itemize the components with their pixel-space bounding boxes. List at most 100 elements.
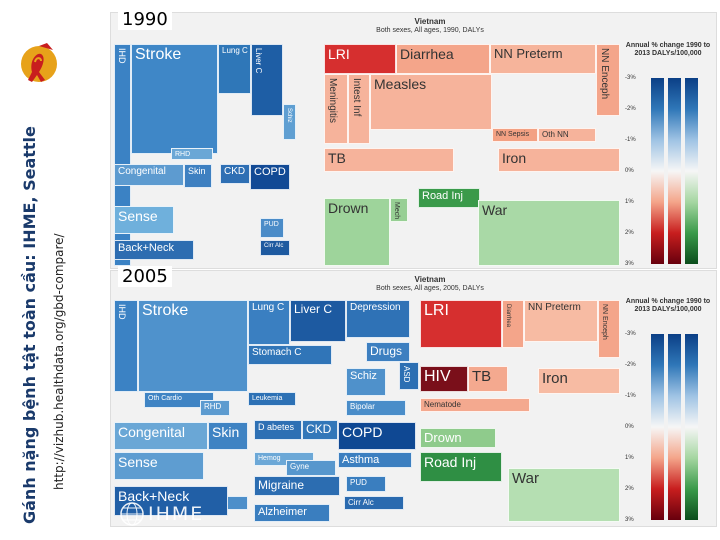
treemap-cell-label: NN Enceph [599, 48, 610, 100]
treemap-cell-label: LRI [328, 46, 350, 62]
treemap-cell-drugs[interactable]: Drugs [366, 342, 410, 362]
treemap-cell-label: Stroke [135, 46, 182, 63]
treemap-cell-war[interactable]: War [508, 468, 620, 522]
treemap-cell-gyne[interactable]: Gyne [286, 460, 336, 476]
treemap-cell-label: Gyne [290, 462, 310, 471]
treemap-cell-pud[interactable]: PUD [260, 218, 284, 238]
treemap-cell-pud[interactable]: PUD [346, 476, 386, 492]
treemap-cell-label: Mech [393, 202, 400, 220]
treemap-cell-iron[interactable]: Iron [538, 368, 620, 394]
treemap-cell-diarrhea[interactable]: Diarrhea [502, 300, 524, 348]
treemap-cell-liver-c[interactable]: Liver C [251, 44, 283, 116]
treemap-cell-lri[interactable]: LRI [420, 300, 502, 348]
treemap-cell-label: Nematode [424, 400, 461, 409]
treemap-cell-back-neck[interactable]: Back+Neck [114, 240, 194, 260]
treemap-cell-label: Sense [118, 454, 158, 470]
treemap-cell-label: Schiz [286, 108, 292, 123]
treemap-cell-skin[interactable]: Skin [184, 164, 212, 188]
treemap-cell-ckd[interactable]: CKD [220, 164, 250, 184]
legend-tick: 3% [625, 517, 634, 523]
treemap-cell-ihd[interactable]: IHD [114, 300, 138, 392]
treemap-cell-oth-nn[interactable]: Oth NN [538, 128, 596, 142]
treemap-cell-label: Iron [502, 150, 527, 166]
treemap-cell-leukemia[interactable]: Leukemia [248, 392, 296, 406]
treemap-cell-measles[interactable]: Measles [370, 74, 492, 130]
legend-color-bar [651, 78, 664, 264]
treemap-cell-label: Congenital [118, 424, 185, 440]
treemap-cell-iron[interactable]: Iron [498, 148, 620, 172]
treemap-cell-label: TB [472, 368, 492, 385]
treemap-cell-nn-preterm[interactable]: NN Preterm [524, 300, 598, 342]
treemap-cell-lung-c[interactable]: Lung C [218, 44, 251, 94]
treemap-cell-oth-cardio[interactable]: Oth Cardio [144, 392, 214, 408]
treemap-cell-label: Congenital [118, 166, 166, 177]
source-url[interactable]: http://vizhub.healthdata.org/gbd-compare… [52, 233, 66, 490]
chart-subtitle-1990: Both sexes, All ages, 1990, DALYs [376, 27, 484, 35]
chart-header-2005: Vietnam Both sexes, All ages, 2005, DALY… [330, 275, 530, 294]
treemap-cell-nematode[interactable]: Nematode [420, 398, 530, 412]
treemap-cell-hiv[interactable]: HIV [420, 366, 468, 392]
legend-title: Annual % change 1990 to 2013 DALYs/100,0… [625, 42, 711, 58]
treemap-cell-label: Depression [350, 302, 401, 313]
treemap-cell-sense[interactable]: Sense [114, 206, 174, 234]
treemap-cell-migraine[interactable]: Migraine [254, 476, 340, 496]
treemap-cell-lri[interactable]: LRI [324, 44, 396, 74]
treemap-cell-mech[interactable]: Mech [390, 198, 408, 222]
treemap-cell-label: Alzheimer [258, 506, 307, 518]
treemap-cell-stroke[interactable]: Stroke [131, 44, 218, 154]
treemap-cell-stroke[interactable]: Stroke [138, 300, 248, 392]
treemap-cell-nn-sepsis[interactable]: NN Sepsis [492, 128, 538, 142]
treemap-cell-rhd[interactable]: RHD [200, 400, 230, 416]
treemap-cell-road-inj[interactable]: Road Inj [418, 188, 480, 208]
treemap-cell-copd[interactable]: COPD [250, 164, 290, 190]
treemap-cell-schiz[interactable]: Schiz [346, 368, 386, 396]
treemap-cell-diarrhea[interactable]: Diarrhea [396, 44, 490, 74]
treemap-cell-rhd[interactable]: RHD [171, 148, 213, 160]
treemap-cell-back-neck[interactable]: Back+Neck [114, 486, 228, 516]
chart-header-1990: Vietnam Both sexes, All ages, 1990, DALY… [330, 17, 530, 36]
treemap-cell-label: CKD [306, 422, 332, 436]
treemap-cell-depression[interactable]: Depression [346, 300, 410, 338]
treemap-cell-tb[interactable]: TB [324, 148, 454, 172]
treemap-cell-meningitis[interactable]: Meningitis [324, 74, 348, 144]
treemap-cell-tb[interactable]: TB [468, 366, 508, 392]
legend-tick: -2% [625, 362, 636, 368]
treemap-cell-drown[interactable]: Drown [420, 428, 496, 448]
treemap-cell-label: Oth NN [542, 130, 569, 139]
treemap-cell-label: Liver C [254, 48, 263, 74]
treemap-cell-label: Liver C [294, 302, 333, 316]
treemap-cell-lung-c[interactable]: Lung C [248, 300, 290, 345]
treemap-cell-stomach-c[interactable]: Stomach C [248, 345, 332, 365]
treemap-cell-schiz[interactable]: Schiz [283, 104, 296, 140]
treemap-cell-copd[interactable]: COPD [338, 422, 416, 450]
treemap-cell-bipolar[interactable]: Bipolar [346, 400, 406, 416]
treemap-cell-intest-inf[interactable]: Intest Inf [348, 74, 370, 144]
treemap-cell-liver-c[interactable]: Liver C [290, 300, 346, 342]
treemap-cell-drown[interactable]: Drown [324, 198, 390, 266]
treemap-cell-label: Lung C [222, 46, 248, 55]
treemap-cell-nn-enceph[interactable]: NN Enceph [598, 300, 620, 358]
treemap-cell-road-inj[interactable]: Road Inj [420, 452, 502, 482]
treemap-cell-label: Back+Neck [118, 242, 174, 254]
treemap-cell-label: Schiz [350, 370, 377, 382]
treemap-cell-nn-preterm[interactable]: NN Preterm [490, 44, 596, 74]
treemap-cell-sense[interactable]: Sense [114, 452, 204, 480]
treemap-cell-label: Cirr Alc [348, 498, 374, 507]
legend-tick: -3% [625, 331, 636, 337]
treemap-cell-cirr-alc[interactable]: Cirr Alc [344, 496, 404, 510]
treemap-cell-congenital[interactable]: Congenital [114, 422, 208, 450]
treemap-cell-congenital[interactable]: Congenital [114, 164, 184, 186]
treemap-cell-label: RHD [204, 402, 222, 411]
treemap-cell-skin[interactable]: Skin [208, 422, 248, 450]
treemap-cell-label: CKD [224, 166, 246, 177]
treemap-cell-asthma[interactable]: Asthma [338, 452, 412, 468]
vertical-title: Gánh nặng bệnh tật toàn cầu: IHME, Seatt… [20, 126, 39, 524]
treemap-cell-d-abetes[interactable]: D abetes [254, 420, 302, 440]
treemap-cell-asd[interactable]: ASD [399, 362, 419, 390]
treemap-cell-war[interactable]: War [478, 200, 620, 266]
treemap-cell-cirr-alc[interactable]: Cirr Alc [260, 240, 290, 256]
legend-tick: 1% [625, 199, 634, 205]
treemap-cell-nn-enceph[interactable]: NN Enceph [596, 44, 620, 116]
treemap-cell-ckd[interactable]: CKD [302, 420, 338, 440]
treemap-cell-alzheimer[interactable]: Alzheimer [254, 504, 330, 522]
